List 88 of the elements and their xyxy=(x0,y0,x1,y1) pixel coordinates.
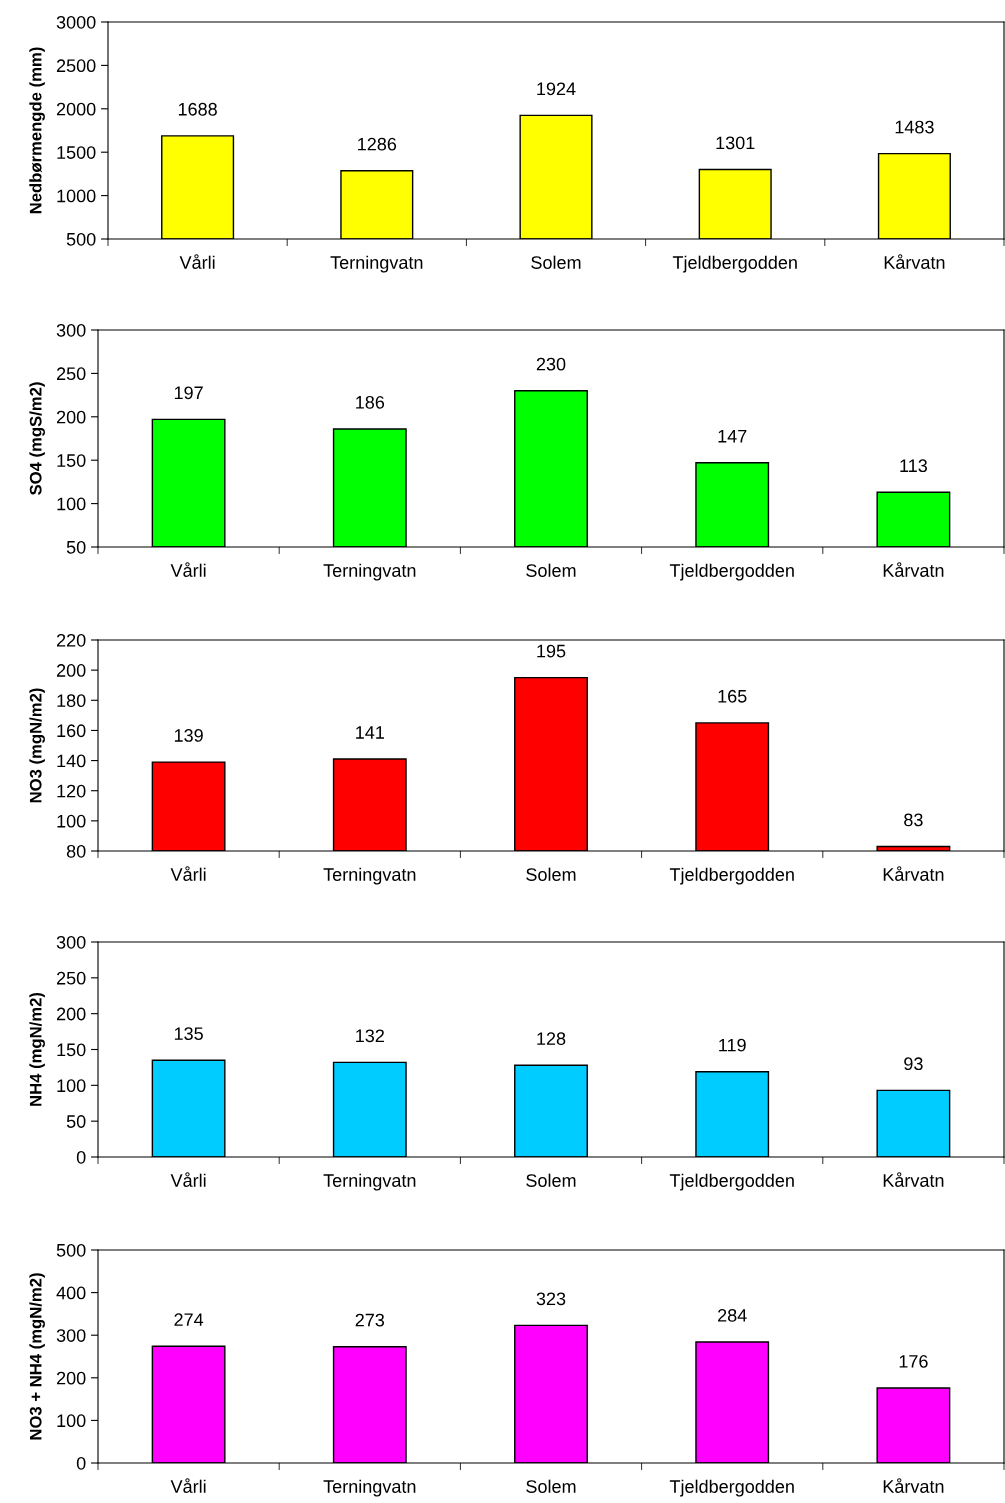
x-tick-label: Terningvatn xyxy=(323,1173,416,1191)
x-tick-label: Tjeldbergodden xyxy=(669,867,794,885)
y-tick-label: 500 xyxy=(56,1243,86,1257)
data-label: 93 xyxy=(904,1057,923,1071)
data-label: 1483 xyxy=(895,120,934,134)
x-tick-label: Terningvatn xyxy=(323,563,416,581)
y-tick-label: 2500 xyxy=(56,59,96,73)
data-label: 186 xyxy=(356,395,385,409)
x-tick-label: Tjeldbergodden xyxy=(672,255,797,273)
y-axis-title: NO3 (mgN/m2) xyxy=(29,688,45,803)
y-axis-title: SO4 (mgS/m2) xyxy=(29,382,45,495)
y-tick-label: 100 xyxy=(57,1414,86,1428)
data-label: 132 xyxy=(356,1029,384,1043)
x-tick-label: Solem xyxy=(526,1173,576,1187)
data-label: 165 xyxy=(718,689,747,703)
y-tick-label: 150 xyxy=(57,454,86,467)
y-tick-label: 100 xyxy=(57,497,86,511)
y-axis-title: Nedbørmengde (mm) xyxy=(29,47,45,214)
x-tick-label: Tjeldbergodden xyxy=(669,1173,794,1191)
data-label: 176 xyxy=(899,1355,928,1368)
y-tick-label: 1000 xyxy=(57,189,96,203)
data-label: 1286 xyxy=(358,137,397,151)
y-tick-label: 160 xyxy=(57,724,86,738)
x-tick-label: Terningvatn xyxy=(330,255,423,273)
data-label: 135 xyxy=(174,1027,203,1041)
y-tick-label: 200 xyxy=(56,1007,86,1021)
x-tick-label: Vårli xyxy=(170,562,206,577)
data-label: 147 xyxy=(718,429,747,443)
data-label: 128 xyxy=(537,1032,566,1046)
x-tick-label: Terningvatn xyxy=(323,1479,416,1497)
data-label: 273 xyxy=(355,1313,385,1327)
y-tick-label: 100 xyxy=(57,1079,86,1093)
y-tick-label: 50 xyxy=(66,540,86,554)
y-tick-label: 500 xyxy=(66,232,96,246)
data-label: 1924 xyxy=(537,82,576,96)
x-tick-label: Vårli xyxy=(179,254,215,269)
y-tick-label: 180 xyxy=(57,694,86,708)
y-tick-label: 200 xyxy=(56,1371,86,1385)
data-label: 139 xyxy=(174,729,203,742)
x-tick-label: Tjeldbergodden xyxy=(669,563,794,581)
data-label: 274 xyxy=(174,1313,204,1326)
data-label: 1301 xyxy=(716,136,755,150)
data-label: 119 xyxy=(719,1038,746,1052)
y-tick-label: 250 xyxy=(56,367,86,381)
x-tick-label: Vårli xyxy=(170,866,206,881)
y-tick-label: 2000 xyxy=(56,102,96,116)
y-tick-label: 250 xyxy=(56,971,86,985)
y-tick-label: 300 xyxy=(56,1329,86,1342)
data-label: 284 xyxy=(718,1308,747,1322)
y-tick-label: 220 xyxy=(56,633,86,647)
x-tick-label: Kårvatn xyxy=(883,562,944,577)
x-tick-label: Tjeldbergodden xyxy=(669,1479,794,1497)
y-tick-label: 400 xyxy=(56,1286,86,1300)
y-tick-label: 100 xyxy=(57,814,86,828)
y-tick-label: 150 xyxy=(57,1043,86,1057)
y-tick-label: 300 xyxy=(56,323,86,337)
y-tick-label: 50 xyxy=(66,1115,86,1128)
y-axis-title: NH4 (mgN/m2) xyxy=(29,992,45,1106)
x-tick-label: Kårvatn xyxy=(883,866,944,881)
data-label: 113 xyxy=(900,459,927,473)
x-tick-label: Kårvatn xyxy=(883,1172,944,1187)
x-tick-label: Solem xyxy=(526,563,576,577)
x-tick-label: Solem xyxy=(526,1479,576,1493)
data-label: 230 xyxy=(536,357,566,371)
x-tick-label: Vårli xyxy=(170,1478,206,1493)
y-tick-label: 1500 xyxy=(57,146,96,159)
data-label: 323 xyxy=(536,1292,566,1306)
y-tick-label: 120 xyxy=(57,784,86,798)
data-label: 141 xyxy=(356,726,384,739)
data-label: 1688 xyxy=(178,102,217,116)
x-tick-label: Solem xyxy=(531,255,581,269)
y-tick-label: 0 xyxy=(76,1150,86,1164)
y-tick-label: 140 xyxy=(57,754,86,768)
x-tick-label: Terningvatn xyxy=(323,867,416,885)
x-tick-label: Vårli xyxy=(170,1172,206,1187)
data-label: 83 xyxy=(904,813,923,827)
y-tick-label: 200 xyxy=(56,664,86,677)
data-label: 197 xyxy=(174,386,203,400)
y-axis-title: NO3 + NH4 (mgN/m2) xyxy=(29,1273,45,1440)
y-tick-label: 0 xyxy=(76,1456,86,1470)
y-tick-label: 80 xyxy=(66,844,86,858)
data-label: 195 xyxy=(537,644,566,658)
x-tick-label: Solem xyxy=(526,867,576,881)
y-tick-label: 300 xyxy=(56,935,86,949)
x-tick-label: Kårvatn xyxy=(883,1478,944,1493)
y-tick-label: 3000 xyxy=(56,15,96,29)
x-tick-label: Kårvatn xyxy=(884,254,945,269)
y-tick-label: 200 xyxy=(56,410,86,424)
